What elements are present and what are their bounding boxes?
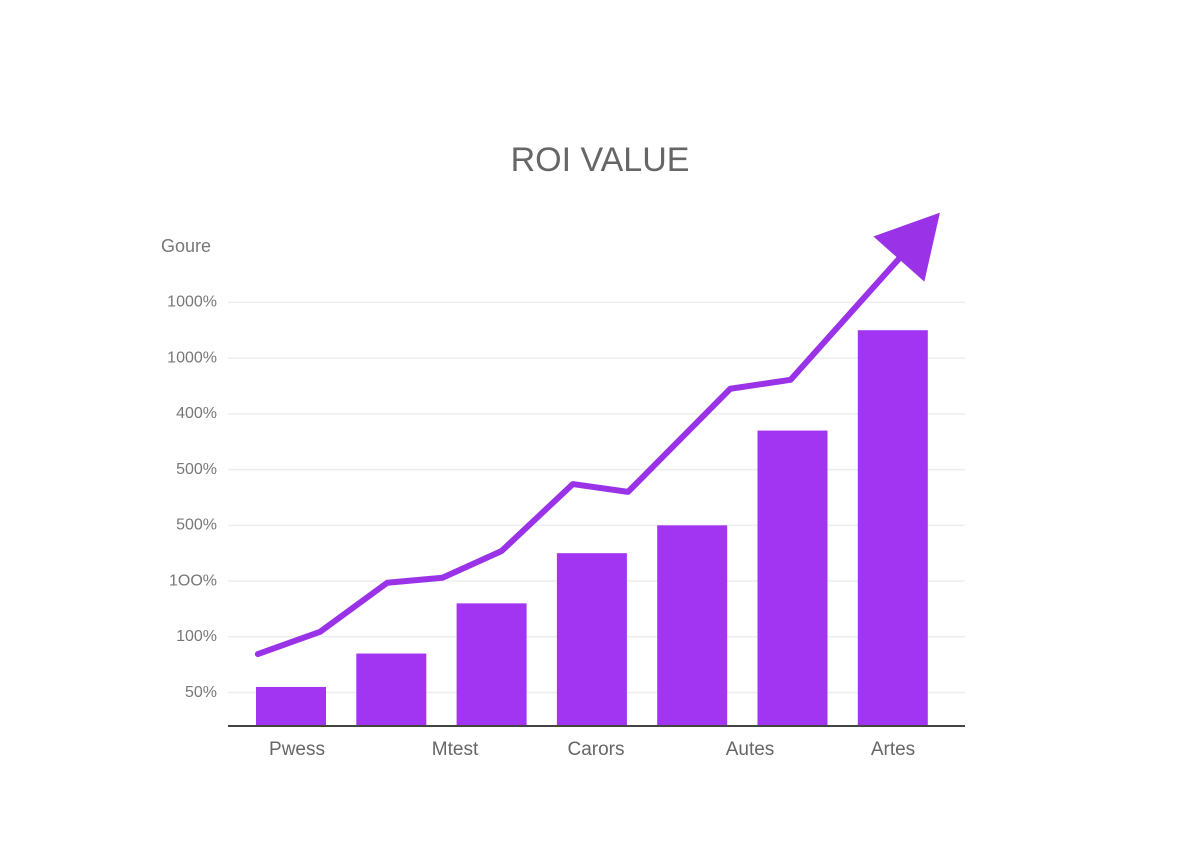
bar bbox=[456, 603, 527, 726]
x-tick-label: Autes bbox=[726, 739, 775, 760]
x-tick-label: Artes bbox=[871, 739, 915, 760]
chart-title: ROI VALUE bbox=[511, 141, 690, 179]
x-tick-label: Mtest bbox=[432, 739, 479, 760]
y-tick-label: 1000% bbox=[167, 294, 217, 311]
x-tick-label: Pwess bbox=[269, 739, 325, 760]
bar bbox=[256, 686, 326, 726]
y-tick-label: 400% bbox=[176, 405, 217, 422]
x-tick-label: Carors bbox=[567, 739, 624, 760]
bar bbox=[857, 330, 928, 726]
y-tick-label: 500% bbox=[176, 461, 217, 478]
y-tick-label: 50% bbox=[185, 684, 217, 701]
bar bbox=[657, 525, 728, 726]
y-tick-label: 500% bbox=[176, 517, 217, 534]
trend-arrowhead bbox=[873, 212, 940, 282]
y-axis-label: Goure bbox=[161, 236, 211, 256]
trend-line bbox=[254, 241, 915, 658]
bar bbox=[356, 653, 427, 726]
y-tick-label: 1ОО% bbox=[169, 572, 217, 589]
bar bbox=[757, 430, 828, 726]
y-tick-label: 100% bbox=[176, 628, 217, 645]
y-tick-label: 1000% bbox=[167, 349, 217, 366]
bar bbox=[556, 553, 627, 726]
